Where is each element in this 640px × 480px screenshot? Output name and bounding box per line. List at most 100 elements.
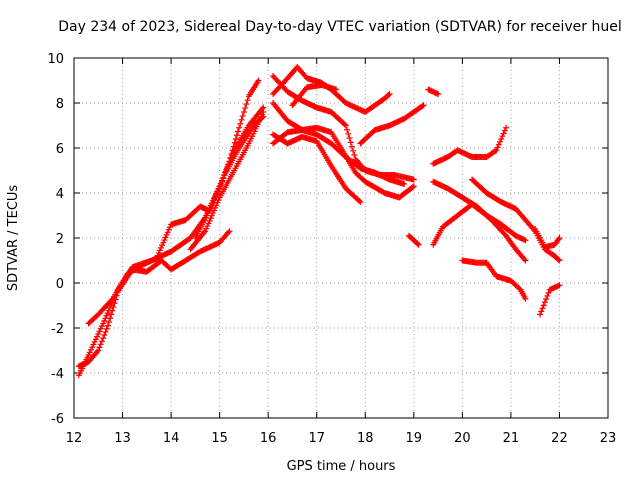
data-point: [555, 236, 562, 243]
data-point: [346, 135, 353, 142]
data-point: [92, 336, 99, 343]
data-point: [96, 328, 103, 335]
data-point: [356, 197, 363, 204]
series-track-4: [187, 109, 267, 253]
y-tick-label: 0: [56, 277, 64, 292]
x-tick-label: 17: [308, 431, 325, 446]
data-point: [503, 124, 510, 131]
y-tick-label: 2: [56, 232, 64, 247]
x-tick-label: 20: [454, 431, 471, 446]
data-point: [215, 186, 222, 193]
data-point: [209, 200, 216, 207]
data-point: [500, 130, 507, 137]
data-point: [357, 199, 364, 205]
data-point: [415, 241, 422, 248]
series-track-16: [430, 178, 529, 264]
series-track-17: [430, 124, 510, 167]
data-point: [495, 141, 502, 148]
data-point: [401, 181, 408, 187]
data-point: [230, 143, 237, 150]
y-tick-label: -6: [51, 412, 64, 427]
data-point: [544, 292, 551, 299]
y-tick-label: -2: [51, 322, 64, 337]
data-point: [538, 308, 545, 315]
data-point: [410, 183, 417, 190]
data-point: [545, 289, 552, 296]
x-tick-label: 13: [114, 431, 131, 446]
data-point: [522, 257, 529, 264]
data-point: [226, 228, 233, 235]
data-point: [239, 112, 246, 119]
data-point: [91, 338, 98, 345]
data-point: [492, 148, 499, 155]
data-point: [348, 143, 355, 150]
grid: [74, 58, 608, 418]
x-tick-label: 15: [211, 431, 228, 446]
data-point: [499, 133, 506, 140]
axis-ticks: 12 13 14 15 16 17 18 19 20 21 22 23 -6 -4 -2 0 2 4 6 8 10: [47, 52, 616, 446]
series-track-6: [270, 73, 417, 183]
series-track-1: [75, 228, 233, 370]
data-point: [98, 338, 105, 345]
data-point: [386, 91, 393, 97]
data-point: [234, 128, 241, 135]
data-point: [345, 130, 352, 137]
data-point: [236, 124, 243, 131]
chart-title: Day 234 of 2023, Sidereal Day-to-day VTE…: [58, 19, 621, 35]
data-point: [496, 138, 503, 145]
plot-frame: [73, 57, 609, 419]
data-point: [217, 180, 224, 187]
data-point: [95, 331, 102, 337]
y-tick-label: 6: [56, 142, 64, 157]
data-series: [75, 64, 563, 379]
x-tick-label: 21: [503, 431, 520, 446]
data-point: [87, 346, 94, 353]
data-point: [220, 174, 227, 181]
data-point: [419, 103, 426, 110]
data-point: [232, 136, 239, 142]
data-point: [556, 235, 563, 241]
y-axis-label: SDTVAR / TECUs: [6, 185, 21, 292]
data-point: [543, 296, 550, 303]
data-point: [244, 97, 251, 104]
series-track-20: [532, 226, 563, 250]
data-point: [539, 305, 546, 312]
x-tick-label: 12: [66, 431, 83, 446]
series-track-13: [405, 232, 422, 248]
data-point: [255, 77, 262, 84]
data-point: [351, 152, 358, 159]
series-track-5: [192, 113, 267, 241]
series-track-3: [85, 77, 262, 327]
data-point: [211, 194, 218, 201]
data-point: [95, 347, 102, 354]
data-point: [494, 144, 501, 151]
data-point: [85, 352, 92, 358]
data-point: [522, 295, 529, 302]
data-point: [233, 132, 240, 139]
data-point: [541, 299, 548, 306]
data-point: [216, 183, 223, 190]
x-tick-label: 16: [260, 431, 277, 446]
data-point: [350, 147, 357, 154]
data-point: [219, 177, 226, 184]
data-point: [555, 256, 562, 263]
series-track-21: [537, 282, 563, 318]
data-point: [108, 296, 115, 303]
series-track-12: [357, 102, 427, 147]
data-point: [229, 147, 236, 154]
data-point: [385, 91, 392, 98]
data-point: [97, 341, 104, 348]
data-point: [540, 302, 547, 309]
data-point: [106, 319, 113, 325]
data-point: [556, 257, 563, 264]
data-point: [100, 335, 107, 342]
data-point: [498, 136, 505, 142]
x-tick-label: 18: [357, 431, 374, 446]
data-point: [341, 121, 348, 128]
data-point: [344, 126, 351, 133]
y-tick-label: 10: [47, 52, 64, 67]
data-point: [260, 113, 267, 120]
data-point: [410, 176, 417, 183]
data-point: [94, 333, 101, 340]
